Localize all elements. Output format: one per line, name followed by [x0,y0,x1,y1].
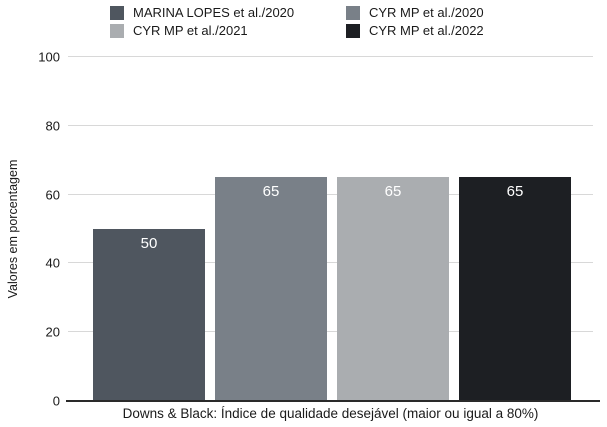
gridline [68,193,593,195]
legend: MARINA LOPES et al./2020 CYR MP et al./2… [110,5,484,38]
plot-area: 50 65 65 65 [68,56,593,401]
gridline [68,331,593,333]
legend-swatch-cyr-mp-2020 [346,5,360,20]
bar-cyr-mp-2021: 65 [337,177,449,401]
legend-item: CYR MP et al./2021 [110,23,346,38]
legend-swatch-cyr-mp-2022 [346,23,360,38]
legend-label: CYR MP et al./2020 [369,5,484,20]
gridline [68,56,593,57]
y-tick-label: 0 [52,393,60,409]
legend-label: CYR MP et al./2022 [369,23,484,38]
legend-swatch-marina-lopes-2020 [110,5,124,20]
legend-item: CYR MP et al./2022 [346,23,484,38]
x-axis-baseline [66,400,600,402]
legend-swatch-cyr-mp-2021 [110,23,124,38]
gridline [68,124,593,126]
y-tick-label: 60 [45,187,60,203]
bar-value-label: 65 [384,183,402,201]
y-tick-label: 80 [45,118,60,134]
y-axis-ticks: 0 20 40 60 80 100 [18,51,60,408]
legend-label: CYR MP et al./2021 [133,23,248,38]
x-axis-title: Downs & Black: Índice de qualidade desej… [122,406,539,421]
bar-value-label: 65 [506,183,524,201]
bar-value-label: 50 [140,235,158,252]
bar-cyr-mp-2020: 65 [215,177,327,401]
y-tick-label: 40 [45,255,60,271]
bar-value-label: 65 [262,183,280,201]
legend-item: CYR MP et al./2020 [346,5,484,20]
bar-marina-lopes-2020: 50 [93,229,205,401]
y-tick-label: 100 [38,49,60,65]
bars: 50 65 65 65 [68,57,593,401]
bar-cyr-mp-2022: 65 [459,177,571,401]
y-tick-label: 20 [45,324,60,340]
gridline [68,262,593,264]
legend-label: MARINA LOPES et al./2020 [133,5,295,20]
gridlines [68,56,593,401]
legend-item: MARINA LOPES et al./2020 [110,5,346,20]
